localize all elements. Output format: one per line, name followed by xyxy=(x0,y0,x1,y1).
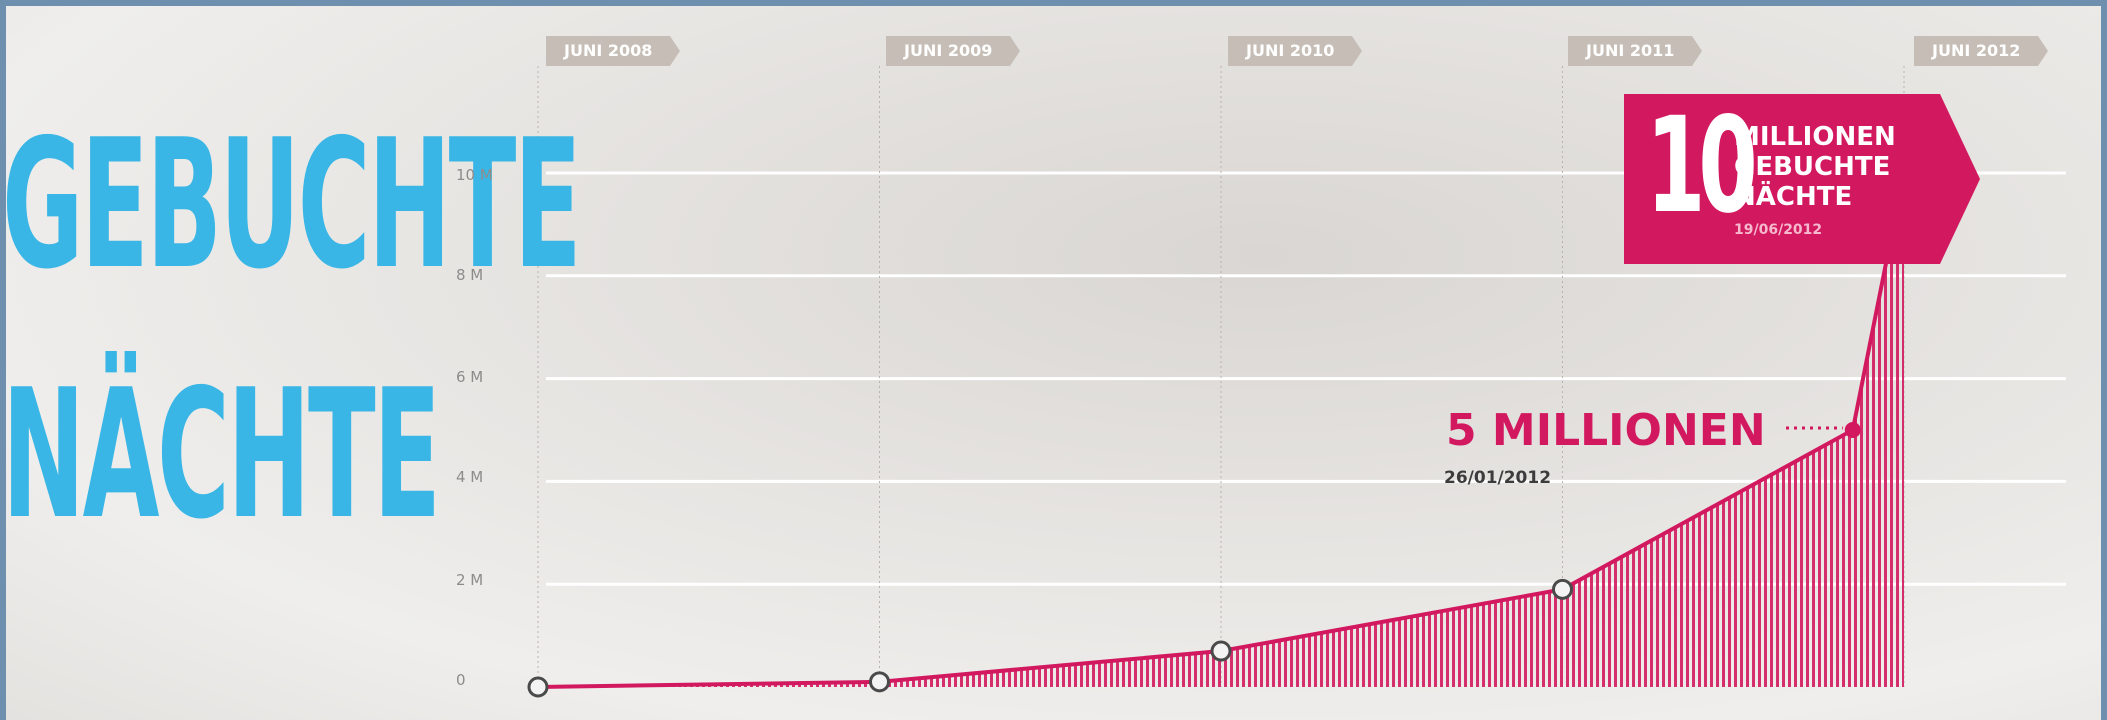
callout-line-3: NÄCHTE xyxy=(1734,182,1853,212)
y-tick-label: 0 xyxy=(456,671,466,689)
callout-line-1: MILLIONEN xyxy=(1734,122,1896,152)
callout-line-2: GEBUCHTE xyxy=(1734,152,1891,182)
data-point xyxy=(1210,640,1232,662)
data-point xyxy=(1552,578,1573,600)
milestone-point xyxy=(1844,422,1861,438)
headline-line-1: GEBUCHTE xyxy=(6,101,582,308)
x-tick-tab: JUNI 2009 xyxy=(886,36,1021,66)
y-tick-label: 10 M xyxy=(456,166,493,184)
ten-million-callout: 10 MILLIONEN GEBUCHTE NÄCHTE 19/06/2012 xyxy=(1624,89,1980,264)
headline-line-2: NÄCHTE xyxy=(6,351,441,558)
x-tick-tab: JUNI 2010 xyxy=(1228,36,1363,66)
data-point xyxy=(527,676,549,698)
x-tick-tab: JUNI 2012 xyxy=(1914,36,2049,66)
series-line xyxy=(537,172,1906,689)
y-tick-label: 8 M xyxy=(456,266,484,284)
y-tick-label: 2 M xyxy=(456,571,484,589)
five-million-date: 26/01/2012 xyxy=(1444,468,1552,488)
area-fill xyxy=(538,173,1904,687)
callout-date: 19/06/2012 xyxy=(1734,222,1823,238)
five-million-label: 5 MILLIONEN xyxy=(1446,405,1766,456)
y-tick-label: 6 M xyxy=(456,368,484,386)
infographic-frame: GEBUCHTE NÄCHTE 0 2 M 4 M 6 M 8 M 10 M J… xyxy=(6,6,2101,720)
callout-big-number: 10 xyxy=(1646,89,1758,243)
y-tick-label: 4 M xyxy=(456,468,484,486)
x-tick-tab: JUNI 2008 xyxy=(546,36,681,66)
data-point xyxy=(869,671,890,693)
x-tick-tab: JUNI 2011 xyxy=(1568,36,1703,66)
